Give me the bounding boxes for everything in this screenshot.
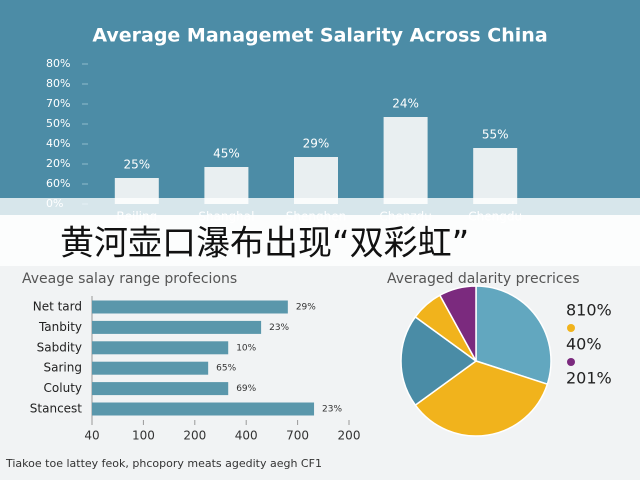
y-tick-label: 60% bbox=[46, 177, 70, 190]
value-label: 45% bbox=[213, 147, 240, 161]
value-label: 29% bbox=[303, 137, 330, 151]
value-label: 29% bbox=[296, 303, 316, 313]
value-label: 10% bbox=[236, 343, 256, 353]
y-tick-label: Net tard bbox=[33, 300, 82, 314]
value-label: 24% bbox=[392, 97, 419, 111]
bar bbox=[92, 382, 229, 396]
y-tick-label: 50% bbox=[46, 117, 70, 130]
y-tick-label: Stancest bbox=[30, 402, 83, 416]
y-tick-label: 80% bbox=[46, 77, 70, 90]
y-tick-label: 80% bbox=[46, 57, 70, 70]
chart-title: Averaged dalarity precrices bbox=[387, 271, 580, 287]
bar bbox=[294, 157, 338, 204]
bar bbox=[204, 167, 249, 204]
x-tick-label: 40 bbox=[84, 429, 99, 443]
y-tick-label: Tanbity bbox=[38, 320, 82, 334]
y-tick-label: Sabdity bbox=[37, 340, 82, 354]
banner-band bbox=[0, 198, 640, 266]
value-label: 23% bbox=[322, 405, 342, 415]
footer: Tiakoe toe lattey feok, phcopory meats a… bbox=[5, 457, 322, 470]
x-tick-label: 200 bbox=[183, 429, 206, 443]
bar bbox=[92, 320, 262, 334]
bar bbox=[383, 117, 428, 204]
pie-slice bbox=[475, 285, 552, 386]
bar bbox=[92, 402, 315, 416]
legend-label: 201% bbox=[566, 369, 612, 388]
legend-dot bbox=[567, 358, 575, 366]
x-tick-label: 200 bbox=[338, 429, 361, 443]
x-tick-label: 700 bbox=[286, 429, 309, 443]
banner: 黄河壶口瀑布出现“双彩虹” bbox=[60, 224, 469, 264]
y-tick-label: 20% bbox=[46, 157, 70, 170]
value-label: 23% bbox=[269, 323, 289, 333]
pie-slice bbox=[414, 360, 549, 437]
pie-slice bbox=[400, 315, 478, 407]
x-tick-label: 400 bbox=[235, 429, 258, 443]
value-label: 55% bbox=[482, 128, 509, 142]
legend-dot bbox=[567, 324, 575, 332]
pie-slice bbox=[438, 285, 477, 362]
chart-title: Average Managemet Salarity Across China bbox=[92, 25, 547, 47]
legend-label: 40% bbox=[566, 335, 602, 354]
bar bbox=[473, 148, 518, 204]
x-tick-label: 100 bbox=[132, 429, 155, 443]
bar bbox=[92, 341, 229, 355]
chart-title: Aveage salay range profecions bbox=[22, 271, 237, 287]
bar bbox=[92, 300, 288, 314]
value-label: 65% bbox=[216, 364, 236, 374]
legend-label: 810% bbox=[566, 301, 612, 320]
y-tick-label: Coluty bbox=[44, 381, 82, 395]
value-label: 69% bbox=[236, 384, 256, 394]
y-tick-label: Saring bbox=[44, 361, 82, 375]
value-label: 25% bbox=[123, 158, 150, 172]
y-tick-label: 70% bbox=[46, 97, 70, 110]
y-tick-label: 40% bbox=[46, 137, 70, 150]
bar bbox=[92, 361, 209, 375]
